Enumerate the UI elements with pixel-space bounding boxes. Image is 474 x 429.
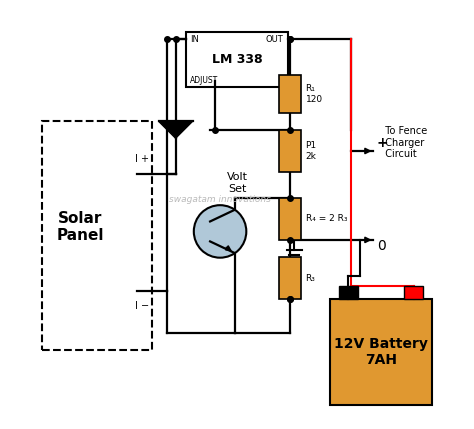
Text: R₄ = 2 R₃: R₄ = 2 R₃: [306, 214, 347, 223]
Bar: [338, 287, 358, 299]
Text: Volt
Set: Volt Set: [227, 172, 247, 193]
Text: OUT: OUT: [266, 35, 283, 43]
Bar: [279, 198, 301, 240]
Text: I −: I −: [136, 301, 149, 311]
Circle shape: [194, 205, 246, 258]
Text: To Fence
  Charger
  Circuit: To Fence Charger Circuit: [379, 126, 427, 159]
Text: ADJUST: ADJUST: [191, 76, 219, 85]
Bar: [279, 130, 301, 172]
Bar: [279, 75, 301, 113]
Text: LM 338: LM 338: [212, 54, 262, 66]
Polygon shape: [159, 121, 192, 138]
Text: 0: 0: [377, 239, 385, 253]
Text: R₃: R₃: [306, 274, 316, 283]
Text: P1
2k: P1 2k: [306, 141, 317, 161]
Text: swagatam innovations: swagatam innovations: [169, 195, 271, 204]
Text: 12V Battery
7AH: 12V Battery 7AH: [334, 337, 428, 367]
Bar: [42, 121, 152, 350]
Text: Solar
Panel: Solar Panel: [56, 211, 104, 243]
Bar: [330, 299, 432, 405]
Bar: [404, 287, 423, 299]
Text: R₁
120: R₁ 120: [306, 84, 323, 103]
Bar: [279, 257, 301, 299]
Text: IN: IN: [191, 35, 199, 43]
Text: I +: I +: [136, 154, 149, 164]
Bar: [186, 33, 288, 88]
Text: +: +: [377, 136, 388, 150]
